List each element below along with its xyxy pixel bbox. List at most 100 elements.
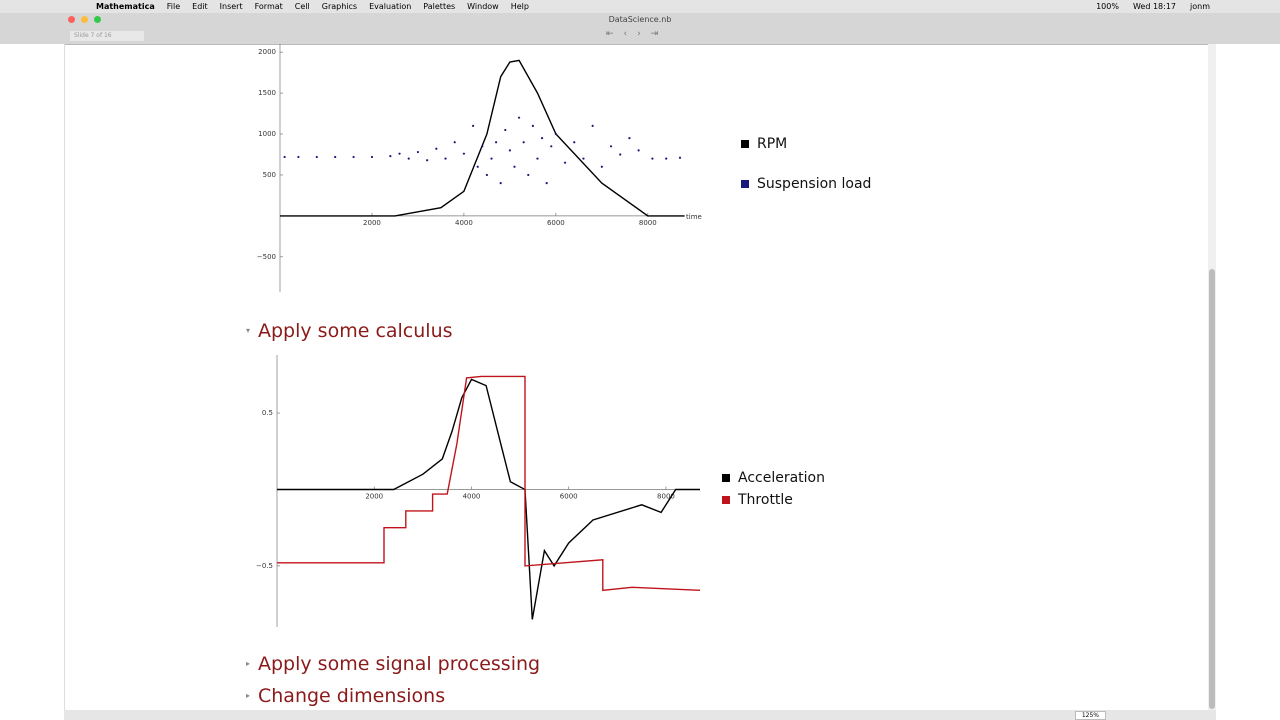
data-point: [426, 159, 429, 162]
x-tick-label: 6000: [560, 492, 578, 500]
legend-swatch: [741, 140, 749, 148]
data-point: [472, 124, 475, 127]
x-tick-label: 4000: [463, 492, 481, 500]
data-point: [536, 157, 539, 160]
left-margin: [0, 44, 65, 720]
zoom-button[interactable]: [94, 16, 101, 23]
minimize-button[interactable]: [81, 16, 88, 23]
data-point: [619, 153, 622, 156]
data-point: [389, 155, 392, 158]
menu-item[interactable]: Window: [467, 2, 499, 11]
scroll-thumb[interactable]: [1209, 269, 1215, 709]
data-point: [481, 145, 484, 148]
data-point: [678, 156, 682, 159]
menu-item[interactable]: Cell: [294, 2, 310, 11]
data-point: [609, 145, 613, 148]
data-point: [352, 155, 355, 159]
menu-item[interactable]: Insert: [219, 2, 243, 11]
menu-item[interactable]: Evaluation: [369, 2, 412, 11]
x-axis-label: time: [686, 213, 702, 221]
data-point: [453, 141, 456, 144]
data-point: [637, 149, 640, 152]
legend-label: RPM: [757, 136, 787, 152]
user[interactable]: jonm: [1190, 2, 1210, 11]
x-tick-label: 2000: [363, 219, 381, 227]
zoom-menu[interactable]: 125%: [1074, 711, 1106, 720]
data-point: [550, 145, 553, 148]
data-point: [517, 116, 521, 119]
y-tick-label: 1500: [258, 89, 276, 97]
clock: Wed 18:17: [1132, 2, 1177, 11]
data-point: [628, 137, 631, 140]
data-point: [665, 157, 668, 160]
slide-nav[interactable]: ⇤‹›⇥: [606, 29, 669, 39]
window-toolbar: DataScience.nb Slide 7 of 16 ⇤‹›⇥: [0, 13, 1280, 45]
section-heading[interactable]: Apply some calculus: [246, 320, 453, 342]
y-tick-label: 2000: [258, 48, 276, 56]
data-point: [504, 128, 507, 132]
data-point: [513, 165, 516, 168]
data-line: [280, 59, 685, 217]
data-point: [407, 157, 410, 160]
data-point: [398, 152, 401, 155]
data-point: [435, 147, 438, 150]
close-button[interactable]: [68, 16, 75, 23]
data-point: [591, 124, 594, 127]
legend-label: Throttle: [737, 492, 793, 508]
app-menu[interactable]: Mathematica: [96, 2, 155, 11]
legend-swatch: [741, 180, 749, 188]
menu-item[interactable]: Palettes: [423, 2, 456, 11]
data-point: [283, 155, 286, 159]
data-point: [499, 182, 502, 185]
menu-item[interactable]: Graphics: [321, 2, 358, 11]
status-bar: 125%: [64, 710, 1216, 720]
y-tick-label: −500: [257, 253, 276, 261]
menu-item[interactable]: Format: [254, 2, 283, 11]
data-point: [444, 157, 447, 160]
legend-label: Suspension load: [757, 176, 871, 192]
status-items: 100% Wed 18:17 jonm: [1096, 2, 1210, 11]
scrollbar[interactable]: [1208, 44, 1216, 710]
data-point: [527, 173, 530, 177]
legend-label: Acceleration: [738, 470, 825, 486]
x-tick-label: 8000: [657, 492, 675, 500]
right-margin: [1216, 44, 1280, 720]
data-line: [277, 378, 700, 620]
section-heading[interactable]: Change dimensions: [246, 685, 445, 707]
menu-item[interactable]: Help: [510, 2, 529, 11]
menu-item[interactable]: Edit: [192, 2, 208, 11]
data-point: [554, 132, 557, 136]
data-point: [563, 161, 567, 164]
data-point: [651, 157, 654, 160]
data-point: [315, 155, 318, 159]
menu-bar: Mathematica File Edit Insert Format Cell Grap…: [0, 0, 1280, 13]
x-tick-label: 6000: [547, 219, 565, 227]
data-point: [573, 141, 576, 144]
data-point: [582, 157, 585, 160]
data-point: [540, 137, 544, 140]
x-tick-label: 2000: [365, 492, 383, 500]
data-point: [545, 182, 548, 185]
data-point: [416, 150, 420, 154]
legend-swatch: [722, 474, 730, 482]
x-tick-label: 4000: [455, 219, 473, 227]
data-point: [485, 173, 488, 177]
data-point: [462, 152, 466, 155]
slide-selector[interactable]: Slide 7 of 16: [70, 31, 144, 41]
data-point: [476, 165, 479, 168]
menu-item[interactable]: File: [166, 2, 181, 11]
data-point: [297, 155, 300, 159]
data-point: [600, 165, 603, 168]
x-tick-label: 8000: [639, 219, 657, 227]
y-tick-label: 1000: [258, 130, 276, 138]
battery: 100%: [1096, 2, 1119, 11]
window-title: DataScience.nb: [608, 15, 672, 24]
data-point: [531, 124, 534, 127]
data-line: [277, 375, 701, 592]
y-tick-label: 0.5: [262, 409, 273, 417]
data-point: [490, 157, 493, 160]
y-tick-label: 500: [263, 171, 276, 179]
section-heading[interactable]: Apply some signal processing: [246, 653, 540, 675]
y-tick-label: −0.5: [256, 562, 273, 570]
